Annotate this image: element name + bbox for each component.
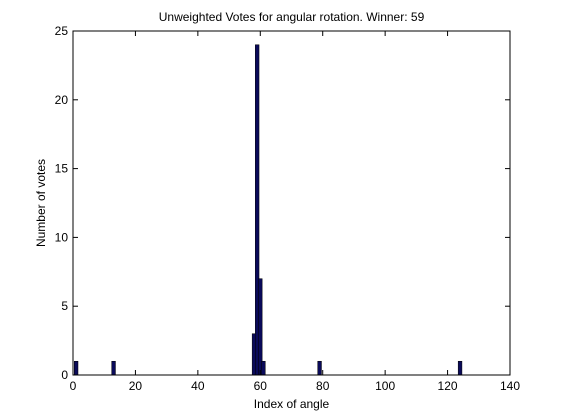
y-tick-label: 25 (55, 24, 69, 38)
chart-title: Unweighted Votes for angular rotation. W… (159, 10, 425, 24)
bar-124 (457, 360, 463, 376)
y-axis-label: Number of votes (34, 159, 48, 247)
plot-area (73, 31, 510, 375)
x-tick-label: 100 (375, 379, 395, 393)
x-tick-label: 80 (316, 379, 330, 393)
x-tick-label: 40 (191, 379, 205, 393)
y-tick-label: 15 (55, 162, 69, 176)
bar-60 (258, 278, 263, 376)
y-tick-label: 0 (61, 368, 68, 382)
bar-13 (111, 360, 116, 376)
bar-61 (261, 360, 266, 376)
x-axis-label: Index of angle (254, 397, 330, 411)
y-tick-label: 20 (55, 93, 69, 107)
x-tick-label: 140 (500, 379, 520, 393)
bar-79 (317, 360, 322, 376)
x-tick-label: 60 (254, 379, 268, 393)
y-tick-label: 10 (55, 230, 69, 244)
axes-box (72, 30, 511, 376)
x-tick-label: 20 (129, 379, 143, 393)
ticks-group: 0 20 40 60 80 100 120 140 0 5 10 15 20 25 (55, 24, 521, 393)
y-tick-label: 5 (61, 299, 68, 313)
bar-1 (73, 360, 79, 376)
x-tick-label: 120 (438, 379, 458, 393)
x-tick-label: 0 (70, 379, 77, 393)
